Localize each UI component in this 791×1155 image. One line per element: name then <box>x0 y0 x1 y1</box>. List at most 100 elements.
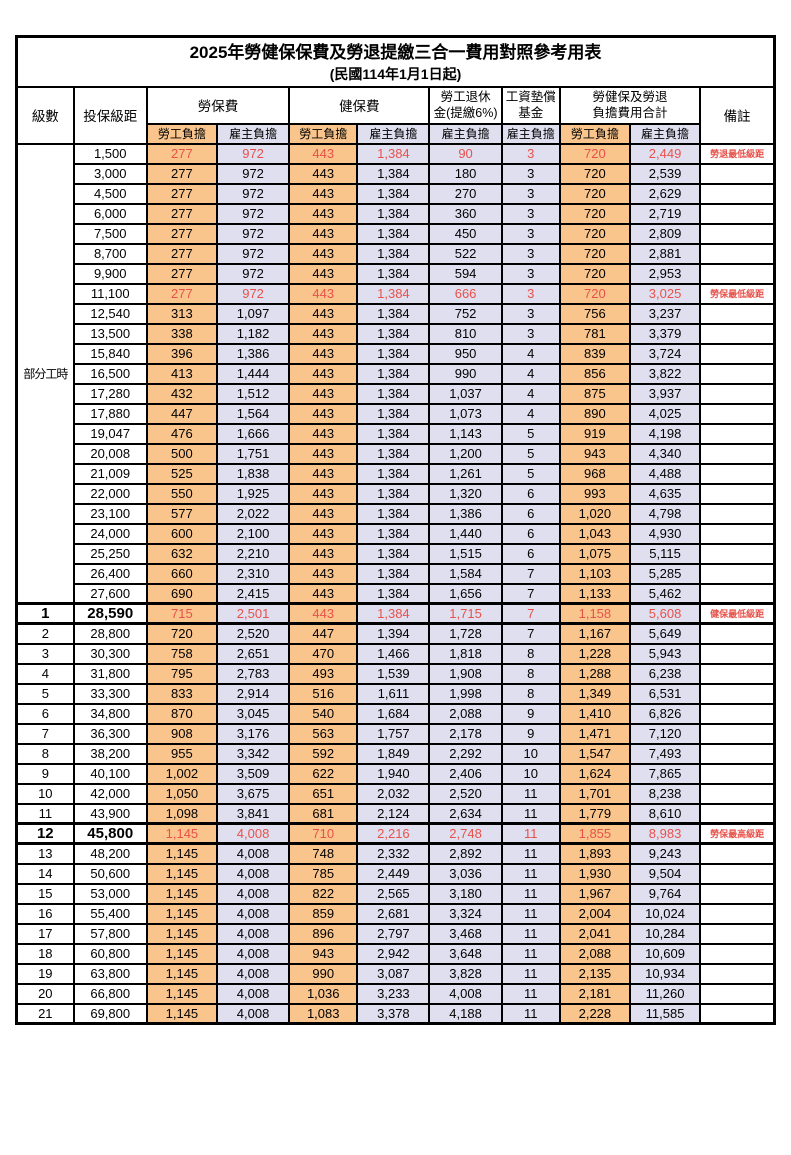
table-row: 22,000 550 1,925 443 1,384 1,320 6 993 4,635 <box>17 482 776 505</box>
subheader-total-employee: 勞工負擔 <box>558 122 631 145</box>
value-cell: 432 <box>145 382 218 405</box>
value-cell: 3 <box>500 202 561 225</box>
value-cell: 2,539 <box>628 162 702 185</box>
value-cell: 2,881 <box>628 242 702 265</box>
value-cell: 180 <box>428 162 503 185</box>
value-cell: 1,384 <box>356 302 431 325</box>
table-row: 26,400 660 2,310 443 1,384 1,584 7 1,103 5,285 <box>17 562 776 585</box>
subheader-health-employee: 勞工負擔 <box>288 122 359 145</box>
value-cell: 972 <box>215 282 291 305</box>
value-cell: 1,849 <box>356 742 431 765</box>
table-row: 17,280 432 1,512 443 1,384 1,037 4 875 3,937 <box>17 382 776 405</box>
value-cell: 10,934 <box>628 962 702 985</box>
bracket-cell: 31,800 <box>72 662 148 685</box>
bracket-cell: 27,600 <box>72 582 148 605</box>
value-cell: 972 <box>215 162 291 185</box>
remark-cell <box>699 242 776 265</box>
value-cell: 443 <box>288 402 359 425</box>
value-cell: 2,100 <box>215 522 291 545</box>
value-cell: 990 <box>428 362 503 385</box>
bracket-cell: 1,500 <box>72 142 148 165</box>
value-cell: 2,124 <box>356 802 431 825</box>
remark-cell: 勞保最低級距 <box>699 282 776 305</box>
value-cell: 9 <box>500 702 561 725</box>
value-cell: 1,083 <box>288 1002 359 1025</box>
value-cell: 443 <box>288 162 359 185</box>
remark-cell <box>699 522 776 545</box>
value-cell: 4,008 <box>215 882 291 905</box>
value-cell: 1,145 <box>145 942 218 965</box>
bracket-cell: 63,800 <box>72 962 148 985</box>
value-cell: 2,004 <box>558 902 631 925</box>
level-cell: 17 <box>15 922 75 945</box>
value-cell: 4,930 <box>628 522 702 545</box>
table-row: 16 55,400 1,145 4,008 859 2,681 3,324 11 2,004 10… <box>15 902 776 925</box>
remark-cell <box>699 742 776 765</box>
value-cell: 525 <box>145 462 218 485</box>
value-cell: 3 <box>500 222 561 245</box>
remark-cell <box>699 722 776 745</box>
level-cell: 7 <box>15 722 75 745</box>
remark-cell: 勞退最低級距 <box>699 142 776 165</box>
value-cell: 3,025 <box>628 282 702 305</box>
value-cell: 2,181 <box>558 982 631 1005</box>
value-cell: 4,008 <box>215 862 291 885</box>
value-cell: 11 <box>500 902 561 925</box>
level-cell: 19 <box>15 962 75 985</box>
value-cell: 443 <box>288 342 359 365</box>
level-cell: 21 <box>15 1002 75 1025</box>
value-cell: 443 <box>288 322 359 345</box>
value-cell: 3 <box>500 302 561 325</box>
level-cell: 8 <box>15 742 75 765</box>
value-cell: 720 <box>558 202 631 225</box>
bracket-cell: 38,200 <box>72 742 148 765</box>
value-cell: 943 <box>558 442 631 465</box>
value-cell: 447 <box>288 622 359 645</box>
table-title-block: 2025年勞健保保費及勞退提繳三合一費用對照參考用表 (民國114年1月1日起) <box>15 35 776 88</box>
bracket-cell: 21,009 <box>72 462 148 485</box>
bracket-cell: 13,500 <box>72 322 148 345</box>
value-cell: 1,384 <box>356 522 431 545</box>
value-cell: 890 <box>558 402 631 425</box>
value-cell: 550 <box>145 482 218 505</box>
value-cell: 11 <box>500 1002 561 1025</box>
value-cell: 1,384 <box>356 362 431 385</box>
value-cell: 710 <box>288 822 359 845</box>
value-cell: 1,547 <box>558 742 631 765</box>
value-cell: 1,925 <box>215 482 291 505</box>
value-cell: 4,008 <box>215 902 291 925</box>
table-row: 11 43,900 1,098 3,841 681 2,124 2,634 11 1,779 8,… <box>15 802 776 825</box>
value-cell: 3,237 <box>628 302 702 325</box>
value-cell: 3,342 <box>215 742 291 765</box>
remark-cell <box>699 922 776 945</box>
table-row: 12 45,800 1,145 4,008 710 2,216 2,748 11 1,855 8,… <box>15 822 776 845</box>
value-cell: 1,908 <box>428 662 503 685</box>
value-cell: 1,394 <box>356 622 431 645</box>
value-cell: 822 <box>288 882 359 905</box>
value-cell: 3 <box>500 282 561 305</box>
value-cell: 2,783 <box>215 662 291 685</box>
value-cell: 1,145 <box>145 962 218 985</box>
value-cell: 870 <box>145 702 218 725</box>
value-cell: 1,143 <box>428 422 503 445</box>
value-cell: 4,198 <box>628 422 702 445</box>
value-cell: 1,611 <box>356 682 431 705</box>
value-cell: 1,624 <box>558 762 631 785</box>
table-row: 7,500 277 972 443 1,384 450 3 720 2,809 <box>17 222 776 245</box>
level-cell: 15 <box>15 882 75 905</box>
value-cell: 1,440 <box>428 522 503 545</box>
value-cell: 1,967 <box>558 882 631 905</box>
value-cell: 1,384 <box>356 182 431 205</box>
value-cell: 1,751 <box>215 442 291 465</box>
value-cell: 1,384 <box>356 602 431 625</box>
remark-cell <box>699 882 776 905</box>
page-title: 2025年勞健保保費及勞退提繳三合一費用對照參考用表 <box>189 43 602 63</box>
remark-cell <box>699 462 776 485</box>
value-cell: 10,609 <box>628 942 702 965</box>
subheader-labor-employer: 雇主負擔 <box>215 122 291 145</box>
value-cell: 443 <box>288 142 359 165</box>
level-cell: 12 <box>15 822 75 845</box>
value-cell: 651 <box>288 782 359 805</box>
premium-table: 2025年勞健保保費及勞退提繳三合一費用對照參考用表 (民國114年1月1日起)… <box>15 35 776 1025</box>
value-cell: 1,410 <box>558 702 631 725</box>
